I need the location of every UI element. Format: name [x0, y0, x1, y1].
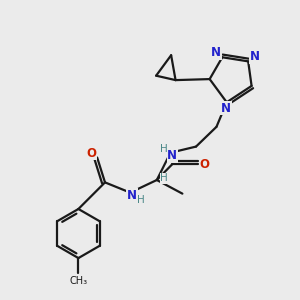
Text: N: N: [127, 189, 137, 202]
Text: H: H: [136, 195, 144, 205]
Text: CH₃: CH₃: [69, 276, 88, 286]
Text: O: O: [86, 147, 96, 160]
Text: N: N: [211, 46, 221, 59]
Text: H: H: [160, 173, 168, 183]
Text: H: H: [160, 144, 168, 154]
Text: O: O: [200, 158, 209, 171]
Text: N: N: [167, 149, 177, 162]
Text: N: N: [221, 102, 231, 115]
Text: N: N: [250, 50, 260, 63]
